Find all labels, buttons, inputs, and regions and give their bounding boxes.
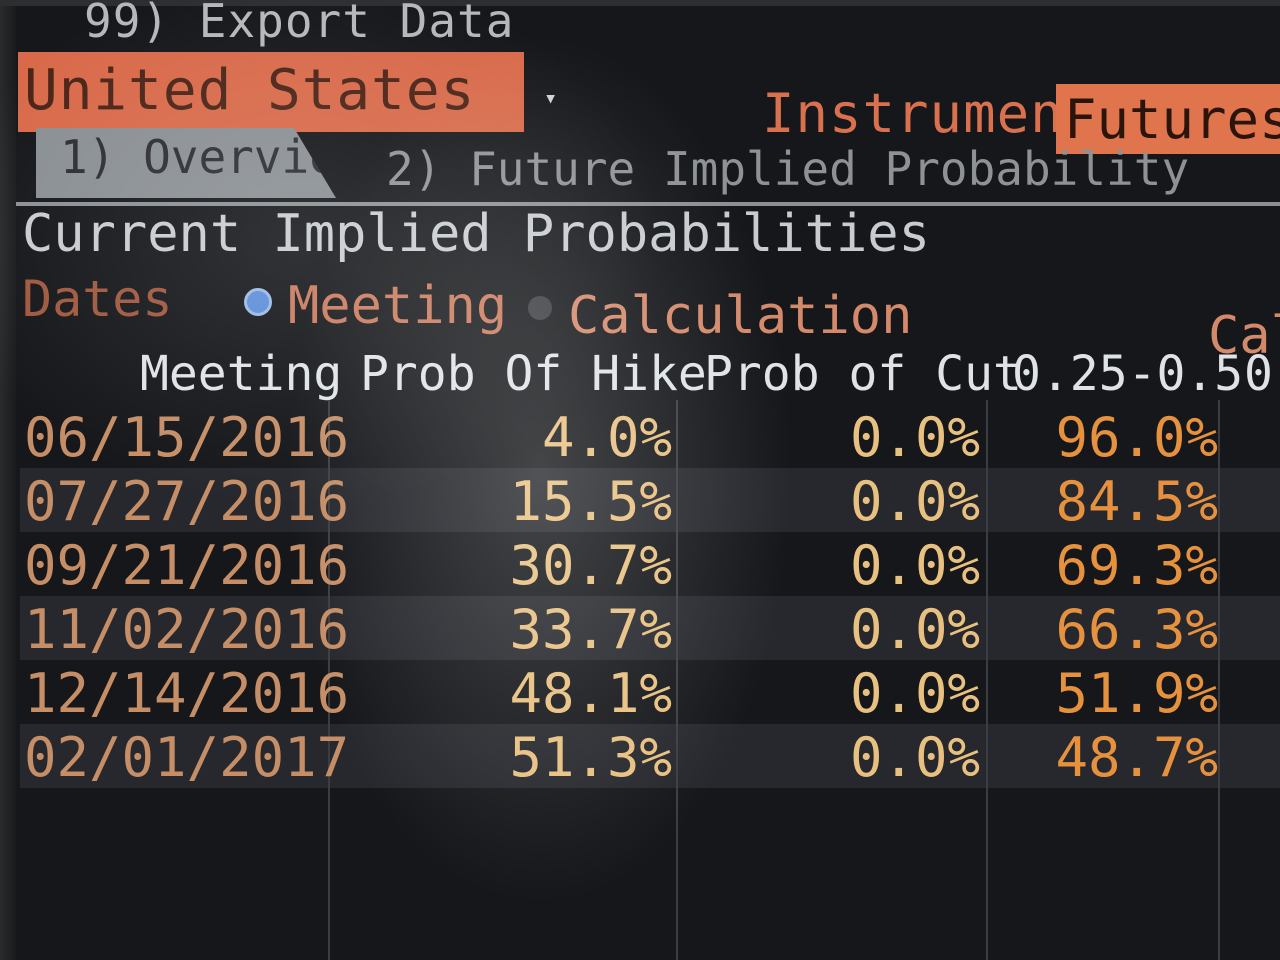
range-value: 96.0% <box>1055 406 1218 469</box>
range-value: 48.7% <box>1055 726 1218 789</box>
column-header-next-range[interactable]: 0. <box>1244 346 1280 402</box>
prob-hike-value: 48.1% <box>509 662 672 725</box>
chevron-down-icon[interactable]: ▾ <box>544 86 558 111</box>
prob-hike-value: 30.7% <box>509 534 672 597</box>
radio-calculation[interactable] <box>528 296 552 320</box>
probability-table: Meeting Prob Of Hike Prob of Cut 0.25-0.… <box>0 340 1280 960</box>
monitor-bezel-left <box>0 0 16 960</box>
column-divider <box>676 400 678 960</box>
table-row[interactable]: 07/27/2016 15.5% 0.0% 84.5% <box>20 468 1280 533</box>
instrument-select[interactable]: Futures: <box>1056 84 1280 154</box>
table-row[interactable]: 09/21/2016 30.7% 0.0% 69.3% <box>20 532 1280 597</box>
prob-cut-value: 0.0% <box>849 470 980 533</box>
meeting-date: 11/02/2016 <box>24 598 350 661</box>
export-data-button[interactable]: 99) Export Data <box>84 0 515 48</box>
instrument-select-value: Futures: <box>1064 88 1280 151</box>
column-divider <box>986 400 988 960</box>
tab-future-implied-probability[interactable]: 2) Future Implied Probability <box>386 142 1189 212</box>
tab-bar: 1) Overview 2) Future Implied Probabilit… <box>16 128 1280 206</box>
dates-label: Dates <box>22 270 173 328</box>
prob-hike-value: 4.0% <box>541 406 672 469</box>
prob-cut-value: 0.0% <box>849 726 980 789</box>
prob-cut-value: 0.0% <box>849 662 980 725</box>
radio-meeting[interactable] <box>244 288 272 316</box>
radio-calculation-label[interactable]: Calculation <box>568 286 913 346</box>
table-row[interactable]: 11/02/2016 33.7% 0.0% 66.3% <box>20 596 1280 661</box>
tab-overview[interactable]: 1) Overview <box>36 128 336 198</box>
table-row[interactable]: 12/14/2016 48.1% 0.0% 51.9% <box>20 660 1280 725</box>
range-value: 66.3% <box>1055 598 1218 661</box>
prob-hike-value: 15.5% <box>509 470 672 533</box>
table-row[interactable]: 02/01/2017 51.3% 0.0% 48.7% <box>20 724 1280 789</box>
column-header-prob-hike[interactable]: Prob Of Hike <box>360 346 707 402</box>
meeting-date: 06/15/2016 <box>24 406 350 469</box>
meeting-date: 02/01/2017 <box>24 726 350 789</box>
meeting-date: 09/21/2016 <box>24 534 350 597</box>
section-title: Current Implied Probabilities <box>22 204 930 264</box>
prob-hike-value: 33.7% <box>509 598 672 661</box>
column-divider <box>1218 400 1220 960</box>
range-value: 84.5% <box>1055 470 1218 533</box>
column-header-meeting[interactable]: Meeting <box>140 346 343 402</box>
range-value: 51.9% <box>1055 662 1218 725</box>
meeting-date: 12/14/2016 <box>24 662 350 725</box>
prob-cut-value: 0.0% <box>849 598 980 661</box>
tab-overview-label: 1) Overview <box>60 130 365 184</box>
calculation-field-label: Cal <box>1208 306 1280 366</box>
country-select-value: United States <box>24 58 476 123</box>
column-header-range-025-05[interactable]: 0.25-0.5 <box>1012 346 1244 402</box>
column-divider <box>328 400 330 960</box>
prob-cut-value: 0.0% <box>849 406 980 469</box>
radio-meeting-label[interactable]: Meeting <box>288 276 508 336</box>
country-select[interactable]: United States <box>18 52 524 132</box>
prob-cut-value: 0.0% <box>849 534 980 597</box>
column-header-prob-cut[interactable]: Prob of Cut <box>704 346 1022 402</box>
monitor-bezel-top <box>0 0 1280 6</box>
table-row[interactable]: 06/15/2016 4.0% 0.0% 96.0% <box>20 404 1280 469</box>
meeting-date: 07/27/2016 <box>24 470 350 533</box>
tab-future-implied-probability-label: 2) Future Implied Probability <box>386 142 1190 196</box>
range-value: 69.3% <box>1055 534 1218 597</box>
instrument-label: Instrument <box>762 82 1098 145</box>
prob-hike-value: 51.3% <box>509 726 672 789</box>
